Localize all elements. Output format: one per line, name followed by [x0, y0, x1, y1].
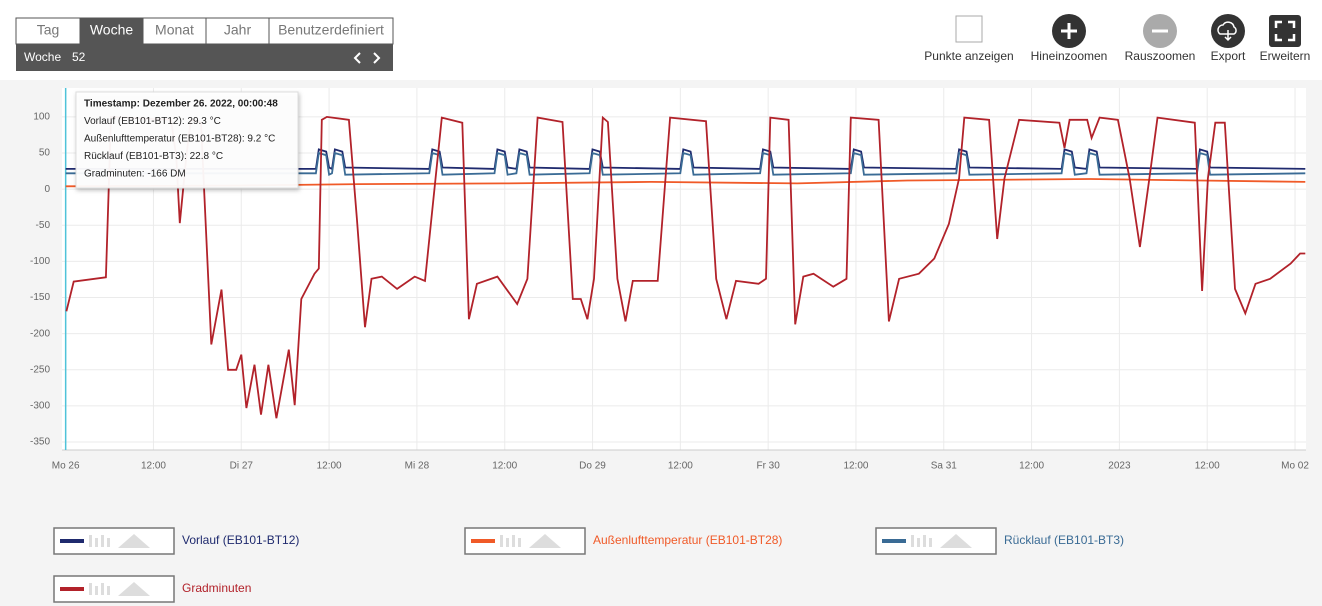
icon	[1274, 20, 1296, 42]
series-line	[65, 178, 1306, 188]
legend-icon	[512, 535, 515, 547]
legend-icon	[107, 538, 110, 547]
legend-label: Außenlufttemperatur (EB101-BT28)	[593, 533, 782, 547]
toolbar-label: Hineinzoomen	[1031, 49, 1108, 63]
x-tick-label: 12:00	[1195, 461, 1220, 472]
legend-icon	[518, 538, 521, 547]
next-button[interactable]	[373, 52, 381, 64]
tooltip: Timestamp: Dezember 26. 2022, 00:00:48 Vo…	[75, 91, 299, 189]
legend-icon	[89, 535, 92, 547]
series-line	[65, 115, 1306, 419]
x-tick-label: 12:00	[317, 461, 342, 472]
y-tick-label: 100	[33, 112, 50, 123]
y-tick-label: 50	[39, 148, 51, 159]
y-tick-label: -300	[30, 401, 50, 412]
toolbar-label: Erweitern	[1260, 49, 1311, 63]
legend-icon	[101, 535, 104, 547]
x-tick-label: Mi 28	[405, 461, 430, 472]
legend-icon	[923, 535, 926, 547]
x-tick-label: Do 29	[579, 461, 606, 472]
x-tick-label: 2023	[1108, 461, 1131, 472]
tab-label: Monat	[155, 22, 194, 38]
y-tick-label: -350	[30, 437, 50, 448]
x-tick-label: 12:00	[843, 461, 868, 472]
legend-label: Gradminuten	[182, 581, 251, 595]
legend: Vorlauf (EB101-BT12) Außenlufttemperatur …	[53, 527, 1124, 603]
legend-icon	[929, 538, 932, 547]
icon	[1061, 23, 1077, 39]
legend-icon	[107, 586, 110, 595]
tooltip-line: Gradminuten: -166 DM	[84, 169, 186, 180]
x-tick-label: Sa 31	[931, 461, 958, 472]
toolbar-label: Punkte anzeigen	[924, 49, 1013, 63]
period-value: 52	[72, 50, 86, 64]
chart: 100 50 0 -50 -100 -150 -200 -250 -300 -350 Mo 26 12…	[30, 88, 1309, 472]
legend-icon	[95, 586, 98, 595]
legend-icon	[500, 535, 503, 547]
legend-icon	[101, 583, 104, 595]
x-tick-label: 12:00	[668, 461, 693, 472]
tab[interactable]	[268, 17, 394, 45]
toolbar-label: Rauszoomen	[1125, 49, 1196, 63]
legend-icon	[89, 583, 92, 595]
legend-icon	[940, 534, 972, 548]
y-tick-label: -100	[30, 256, 50, 267]
legend-icon	[917, 538, 920, 547]
y-tick-label: -250	[30, 364, 50, 375]
x-tick-label: 12:00	[141, 461, 166, 472]
icon	[1217, 21, 1237, 42]
tab-label: Benutzerdefiniert	[278, 22, 384, 38]
prev-button[interactable]	[353, 52, 361, 64]
series-line	[65, 148, 1306, 171]
legend-icon	[506, 538, 509, 547]
legend-label: Rücklauf (EB101-BT3)	[1004, 533, 1124, 547]
tab-bar: Tag Woche Monat Jahr Benutzerdefiniert	[15, 17, 394, 45]
tooltip-line: Vorlauf (EB101-BT12): 29.3 °C	[84, 116, 221, 127]
legend-label: Vorlauf (EB101-BT12)	[182, 533, 299, 547]
y-tick-label: -200	[30, 328, 50, 339]
series-line	[65, 151, 1306, 177]
tooltip-box	[75, 91, 299, 189]
period-bar	[16, 44, 393, 71]
legend-icon	[118, 534, 150, 548]
legend-icon	[529, 534, 561, 548]
tab-label: Jahr	[224, 22, 252, 38]
y-tick-label: 0	[44, 184, 50, 195]
tab-label: Woche	[90, 22, 134, 38]
period-label: Woche	[24, 50, 61, 64]
expand-button[interactable]	[1269, 15, 1301, 47]
x-tick-label: Fr 30	[756, 461, 780, 472]
legend-icon	[95, 538, 98, 547]
x-tick-label: Mo 26	[52, 461, 80, 472]
legend-icon	[911, 535, 914, 547]
y-tick-label: -50	[36, 220, 51, 231]
y-tick-label: -150	[30, 292, 50, 303]
tooltip-line: Rücklauf (EB101-BT3): 22.8 °C	[84, 151, 223, 162]
legend-icon	[118, 582, 150, 596]
x-tick-label: Mo 02	[1281, 461, 1309, 472]
x-tick-label: 12:00	[1019, 461, 1044, 472]
checkbox[interactable]	[955, 15, 983, 43]
tab-label: Tag	[37, 22, 60, 38]
x-tick-label: Di 27	[230, 461, 254, 472]
toolbar-label: Export	[1211, 49, 1246, 63]
tooltip-line: Timestamp: Dezember 26. 2022, 00:00:48	[84, 99, 278, 110]
tooltip-line: Außenlufttemperatur (EB101-BT28): 9.2 °C	[84, 134, 275, 145]
x-tick-label: 12:00	[492, 461, 517, 472]
